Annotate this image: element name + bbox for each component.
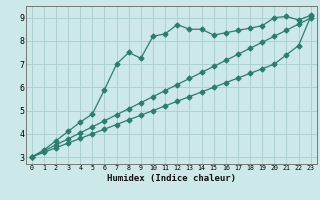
X-axis label: Humidex (Indice chaleur): Humidex (Indice chaleur) [107,174,236,183]
